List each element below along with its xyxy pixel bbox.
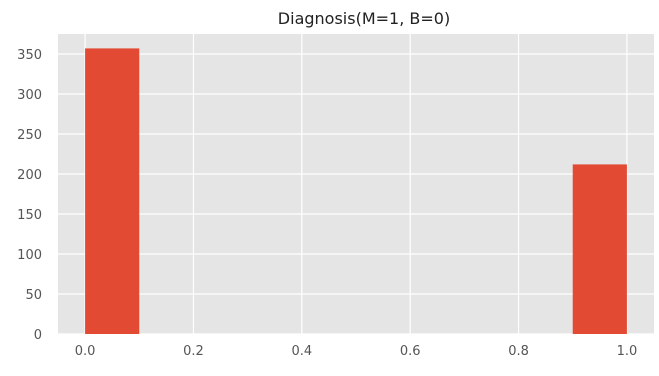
- y-axis-ticks: 0 50 100 150 200 250 300 350: [17, 48, 42, 343]
- plot-area: [58, 34, 654, 334]
- y-tick-label: 100: [17, 248, 42, 263]
- x-tick-label: 0.6: [400, 344, 421, 359]
- x-tick-label: 0.2: [183, 344, 204, 359]
- x-tick-label: 0.4: [291, 344, 312, 359]
- bars: [85, 48, 627, 335]
- y-tick-label: 200: [17, 168, 42, 183]
- chart-title: Diagnosis(M=1, B=0): [278, 9, 450, 28]
- y-tick-label: 150: [17, 208, 42, 223]
- y-tick-label: 0: [34, 328, 42, 343]
- y-tick-label: 350: [17, 48, 42, 63]
- x-axis-ticks: 0.0 0.2 0.4 0.6 0.8 1.0: [75, 344, 638, 359]
- x-tick-label: 0.0: [75, 344, 96, 359]
- histogram-bar: [572, 164, 627, 334]
- x-tick-label: 0.8: [508, 344, 529, 359]
- y-tick-label: 300: [17, 88, 42, 103]
- x-tick-label: 1.0: [617, 344, 638, 359]
- histogram-bar: [85, 48, 140, 335]
- y-tick-label: 250: [17, 128, 42, 143]
- y-tick-label: 50: [25, 288, 42, 303]
